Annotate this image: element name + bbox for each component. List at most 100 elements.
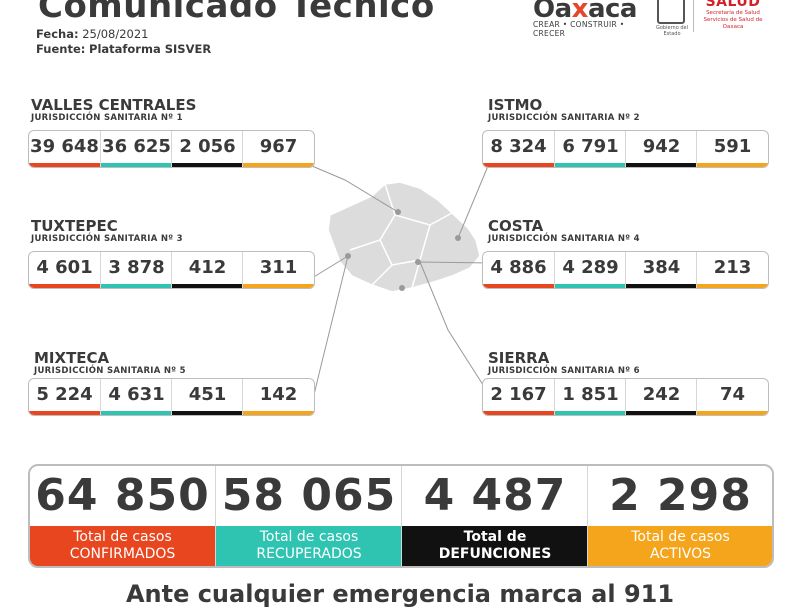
stat-active: 74 <box>696 379 768 415</box>
source-value: Plataforma SISVER <box>89 42 212 56</box>
total-recovered: 58 065 Total de casos RECUPERADOS <box>215 466 402 566</box>
stripe-confirmed <box>29 163 100 167</box>
stat-deaths: 242 <box>625 379 697 415</box>
stat-recovered: 36 625 <box>100 131 172 167</box>
leader-dot-costa <box>415 259 421 265</box>
leader-line-mixteca <box>313 255 349 396</box>
stripe-recovered <box>555 411 626 415</box>
stat-recovered: 1 851 <box>554 379 626 415</box>
total-deaths-label: Total de DEFUNCIONES <box>402 526 588 566</box>
stat-active: 142 <box>242 379 314 415</box>
region-tuxtepec: TUXTEPEC JURISDICCIÓN SANITARIA Nº 3 <box>31 217 183 245</box>
stat-confirmed-value: 2 167 <box>490 384 547 405</box>
source-label: Fuente: <box>36 42 86 56</box>
total-recovered-value: 58 065 <box>221 470 397 521</box>
total-confirmed-label-2: CONFIRMADOS <box>69 546 176 562</box>
leader-line-istmo <box>457 165 489 239</box>
salud-caption-1: Secretaría de Salud <box>706 10 760 16</box>
stat-deaths-value: 384 <box>642 257 681 278</box>
stat-confirmed: 39 648 <box>29 131 100 167</box>
stripe-deaths <box>172 411 243 415</box>
stat-recovered-value: 4 631 <box>108 384 165 405</box>
stripe-active <box>243 411 314 415</box>
leader-dot-tuxtepec <box>345 253 351 259</box>
oaxaca-logo-word-a: Oa <box>533 0 572 24</box>
stripe-active <box>243 284 314 288</box>
stat-confirmed-value: 5 224 <box>36 384 93 405</box>
salud-logo: SALUD Secretaría de Salud Servicios de S… <box>700 0 766 31</box>
total-confirmed-label-1: Total de casos <box>73 529 172 545</box>
stat-deaths: 942 <box>625 131 697 167</box>
stat-recovered: 6 791 <box>554 131 626 167</box>
stripe-recovered <box>101 284 172 288</box>
totals-panel: 64 850 Total de casos CONFIRMADOS 58 065… <box>28 464 774 568</box>
oaxaca-logo-word-b: aca <box>587 0 638 24</box>
stat-deaths-value: 412 <box>188 257 227 278</box>
stat-active-value: 74 <box>719 384 746 405</box>
stat-confirmed-value: 4 886 <box>490 257 547 278</box>
stat-confirmed-value: 8 324 <box>490 136 547 157</box>
stat-confirmed: 5 224 <box>29 379 100 415</box>
region-stats-sierra: 2 167 1 851 242 74 <box>482 378 769 416</box>
date-value: 25/08/2021 <box>82 27 149 41</box>
stat-active: 213 <box>696 252 768 288</box>
salud-word: SALUD <box>705 0 761 10</box>
stripe-recovered <box>555 284 626 288</box>
total-recovered-label: Total de casos RECUPERADOS <box>216 526 402 566</box>
stat-confirmed: 8 324 <box>483 131 554 167</box>
region-name: SIERRA <box>488 349 550 367</box>
stat-confirmed: 4 886 <box>483 252 554 288</box>
source-line: Fuente: Plataforma SISVER <box>36 42 211 56</box>
logo-divider <box>693 0 694 32</box>
stat-recovered: 4 631 <box>100 379 172 415</box>
stripe-recovered <box>101 411 172 415</box>
stat-deaths-value: 242 <box>642 384 681 405</box>
stripe-confirmed <box>29 284 100 288</box>
region-stats-costa: 4 886 4 289 384 213 <box>482 251 769 289</box>
region-name: MIXTECA <box>34 349 110 367</box>
total-active-label-1: Total de casos <box>631 529 730 545</box>
stat-deaths: 384 <box>625 252 697 288</box>
total-confirmed-value: 64 850 <box>35 470 210 521</box>
stripe-confirmed <box>483 411 554 415</box>
date-line: Fecha: 25/08/2021 <box>36 27 149 41</box>
stripe-deaths <box>172 284 243 288</box>
stat-active: 591 <box>696 131 768 167</box>
total-active-value: 2 298 <box>609 470 752 521</box>
leader-line-tuxtepec <box>311 255 349 279</box>
stripe-deaths <box>626 284 697 288</box>
stripe-active <box>697 284 768 288</box>
stat-recovered-value: 4 289 <box>562 257 619 278</box>
region-jurisdiction: JURISDICCIÓN SANITARIA Nº 2 <box>488 113 640 123</box>
stripe-confirmed <box>483 284 554 288</box>
stat-active-value: 967 <box>259 136 298 157</box>
total-confirmed: 64 850 Total de casos CONFIRMADOS <box>30 466 215 566</box>
stat-confirmed-value: 4 601 <box>36 257 93 278</box>
leader-dot-valles <box>395 209 401 215</box>
oaxaca-slogan: CREAR • CONSTRUIR • CRECER <box>533 20 625 38</box>
stat-recovered-value: 1 851 <box>562 384 619 405</box>
region-jurisdiction: JURISDICCIÓN SANITARIA Nº 4 <box>488 234 640 244</box>
emergency-footer: Ante cualquier emergencia marca al 911 <box>125 580 675 608</box>
total-confirmed-label: Total de casos CONFIRMADOS <box>30 526 215 566</box>
region-name: VALLES CENTRALES <box>31 96 197 114</box>
region-stats-istmo: 8 324 6 791 942 591 <box>482 130 769 168</box>
total-deaths-label-1: Total de <box>463 529 527 545</box>
region-costa: COSTA JURISDICCIÓN SANITARIA Nº 4 <box>488 217 640 245</box>
stat-recovered: 4 289 <box>554 252 626 288</box>
stat-recovered: 3 878 <box>100 252 172 288</box>
leader-dots <box>345 209 461 291</box>
stat-active-value: 142 <box>259 384 298 405</box>
stripe-confirmed <box>483 163 554 167</box>
oaxaca-logo: Oaxaca CREAR • CONSTRUIR • CRECER <box>533 0 643 38</box>
region-valles-centrales: VALLES CENTRALES JURISDICCIÓN SANITARIA … <box>31 96 197 124</box>
leader-lines <box>304 162 493 396</box>
stat-active-value: 213 <box>713 257 752 278</box>
stat-deaths-value: 942 <box>642 136 681 157</box>
total-active-label: Total de casos ACTIVOS <box>588 526 772 566</box>
region-stats-valles-centrales: 39 648 36 625 2 056 967 <box>28 130 315 168</box>
region-name: TUXTEPEC <box>31 217 118 235</box>
region-name: COSTA <box>488 217 544 235</box>
total-deaths-value: 4 487 <box>423 470 567 521</box>
